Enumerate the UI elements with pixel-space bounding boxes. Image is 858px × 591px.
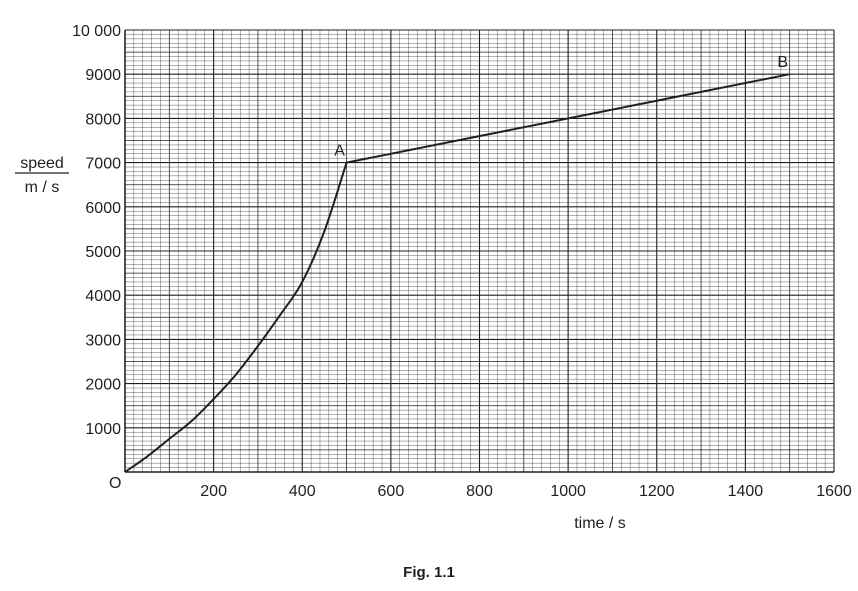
y-tick-label: 6000	[85, 200, 121, 217]
y-tick-label: 1000	[85, 421, 121, 438]
y-tick-label: 3000	[85, 332, 121, 349]
point-labels: AB	[334, 54, 788, 159]
point-label-b: B	[777, 54, 788, 71]
y-tick-label: 2000	[85, 377, 121, 394]
y-tick-label: 5000	[85, 244, 121, 261]
origin-label: O	[109, 475, 121, 492]
x-tick-label: 200	[200, 483, 227, 500]
figure-caption: Fig. 1.1	[403, 564, 455, 581]
x-tick-label: 1000	[550, 483, 586, 500]
y-tick-label: 10 000	[72, 23, 121, 40]
y-tick-label: 8000	[85, 111, 121, 128]
point-label-a: A	[334, 143, 345, 160]
x-tick-label: 1400	[728, 483, 764, 500]
series-layer	[124, 73, 790, 473]
y-tick-label: 7000	[85, 156, 121, 173]
y-tick-label: 9000	[85, 67, 121, 84]
y-axis-label-quantity: speed	[20, 155, 64, 172]
x-axis-label: time / s	[574, 515, 626, 532]
y-tick-labels: 1000 2000 3000 4000 5000 6000 7000 8000 9000 10 0…	[72, 23, 121, 438]
x-tick-label: 1200	[639, 483, 675, 500]
x-tick-labels: 200 400 600 800 1000 1200 1400 1600	[200, 483, 852, 500]
x-tick-label: 400	[289, 483, 316, 500]
y-tick-label: 4000	[85, 288, 121, 305]
grid	[124, 29, 835, 473]
x-tick-label: 1600	[816, 483, 852, 500]
y-axis-label-unit: m / s	[25, 179, 60, 196]
speed-line	[124, 73, 790, 473]
x-tick-label: 600	[378, 483, 405, 500]
x-tick-label: 800	[466, 483, 493, 500]
